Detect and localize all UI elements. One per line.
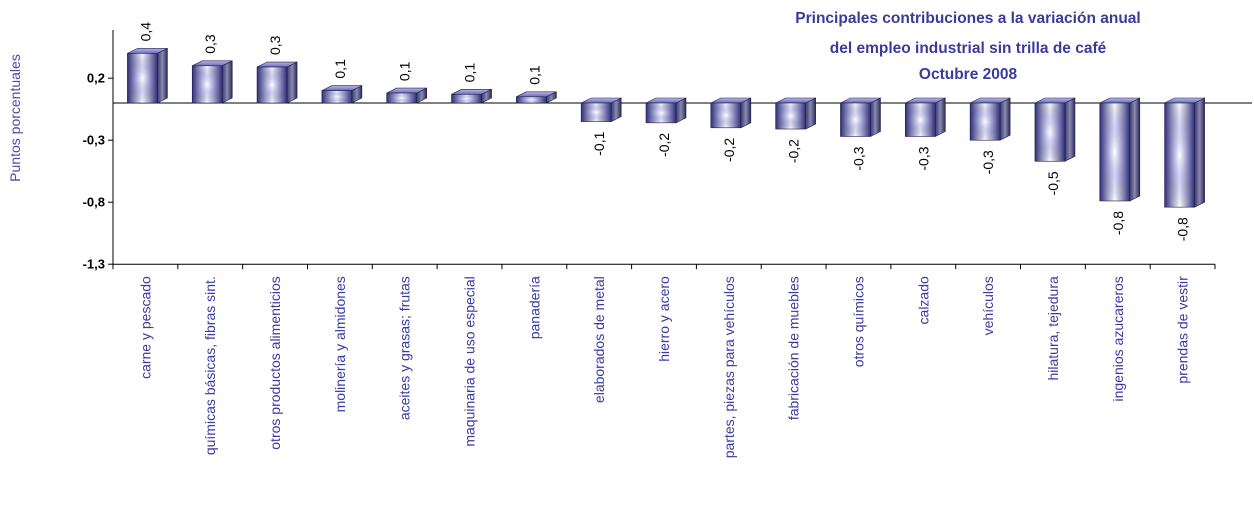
bar-front-glow (970, 103, 1001, 141)
bar-front-glow (516, 96, 547, 103)
data-label: -0,8 (1175, 217, 1191, 241)
bar (516, 91, 557, 104)
category-label: panadería (526, 276, 542, 339)
category-label: maquinaria de uso especial (462, 276, 478, 446)
y-tick-label: -0,3 (83, 133, 105, 148)
bar-front-glow (386, 93, 417, 103)
bar-front-glow (581, 103, 612, 122)
category-label: fabricación de muebles (786, 276, 802, 420)
bar (840, 97, 881, 137)
y-axis-label: Puntos porcentuales (7, 54, 23, 182)
bar-front-glow (646, 103, 676, 123)
data-label: -0,3 (980, 150, 996, 174)
data-label: 0,1 (332, 59, 348, 79)
bar (386, 87, 428, 104)
category-label: elaborados de metal (591, 276, 607, 403)
category-labels: carne y pescado químicas básicas, fibras … (137, 276, 1190, 458)
bar-side (1064, 97, 1076, 162)
bar (127, 47, 168, 104)
category-label: otros productos alimenticios (267, 276, 283, 450)
data-label: -0,2 (656, 133, 672, 157)
category-label: aceites y grasas; frutas (397, 276, 413, 420)
bar (710, 97, 752, 129)
title-line-1: Principales contribuciones a la variació… (795, 10, 1140, 27)
y-tick-label: 0,2 (87, 71, 105, 86)
bar (256, 61, 298, 104)
bar-side (286, 61, 298, 104)
bar-front-glow (1164, 103, 1195, 208)
y-tick-label: -0,8 (83, 195, 105, 210)
data-label: 0,3 (267, 35, 283, 55)
bar-front-glow (257, 67, 288, 103)
bar (580, 97, 622, 123)
data-label: 0,1 (526, 65, 542, 85)
category-label: hilatura, tejedura (1045, 276, 1061, 381)
category-label: hierro y acero (656, 276, 672, 362)
bar-side (934, 97, 946, 137)
bar-side (870, 97, 881, 137)
bar (451, 88, 492, 104)
category-label: calzado (915, 276, 931, 324)
bar-side (221, 60, 233, 104)
bar-front-glow (905, 103, 936, 137)
category-label: prendas de vestir (1175, 276, 1191, 384)
data-label: 0,1 (397, 61, 413, 81)
bar-front-glow (775, 103, 806, 130)
data-label: -0,8 (1110, 211, 1126, 235)
category-label: partes, piezas para vehículos (721, 276, 737, 458)
data-label: -0,3 (850, 146, 866, 170)
category-label: químicas básicas, fibras sint. (202, 276, 218, 455)
category-label: ingenios azucareros (1110, 276, 1126, 401)
bar-side (999, 97, 1011, 141)
bar-side (1194, 97, 1205, 208)
data-label: -0,2 (786, 139, 802, 163)
data-label: 0,1 (462, 63, 478, 83)
data-label: 0,3 (202, 34, 218, 54)
bar (645, 97, 687, 124)
bar-side (157, 47, 168, 104)
y-tick-label: -1,3 (83, 257, 105, 272)
bar-front-glow (321, 90, 352, 103)
title-line-2: del empleo industrial sin trilla de café (830, 40, 1107, 57)
bars (127, 47, 1205, 208)
bar (775, 97, 816, 130)
data-label: -0,3 (915, 146, 931, 170)
bar (321, 85, 363, 104)
data-label: -0,5 (1045, 171, 1061, 195)
bar-front-glow (451, 94, 482, 103)
data-label: 0,4 (137, 22, 153, 42)
bar (904, 97, 946, 137)
title-line-3: Octubre 2008 (919, 66, 1018, 83)
data-labels: 0,4 0,3 0,3 0,1 0,1 0,1 0,1 -0,1 -0,2 -0,2 -0,2 -0,… (137, 22, 1190, 242)
bar-side (805, 97, 816, 130)
bar-front-glow (127, 53, 158, 103)
bar (969, 97, 1011, 141)
data-label: -0,1 (591, 131, 607, 155)
category-label: carne y pescado (137, 276, 153, 379)
category-label: molinería y almidones (332, 276, 348, 412)
chart-title: Principales contribuciones a la variació… (795, 10, 1140, 83)
bar-front-glow (710, 103, 741, 128)
data-label: -0,2 (721, 138, 737, 162)
bar-front-glow (840, 103, 871, 137)
bar-front-glow (192, 65, 223, 103)
bar-side (1129, 97, 1141, 202)
axes: 0,2 -0,3 -0,8 -1,3 (83, 30, 1252, 272)
category-label: vehículos (980, 276, 996, 335)
bar (191, 60, 233, 104)
bar (1164, 97, 1205, 208)
bar-front-glow (1034, 103, 1065, 162)
bar (1034, 97, 1076, 162)
category-label: otros químicos (850, 276, 866, 367)
bar (1099, 97, 1141, 202)
bar-front-glow (1099, 103, 1130, 201)
